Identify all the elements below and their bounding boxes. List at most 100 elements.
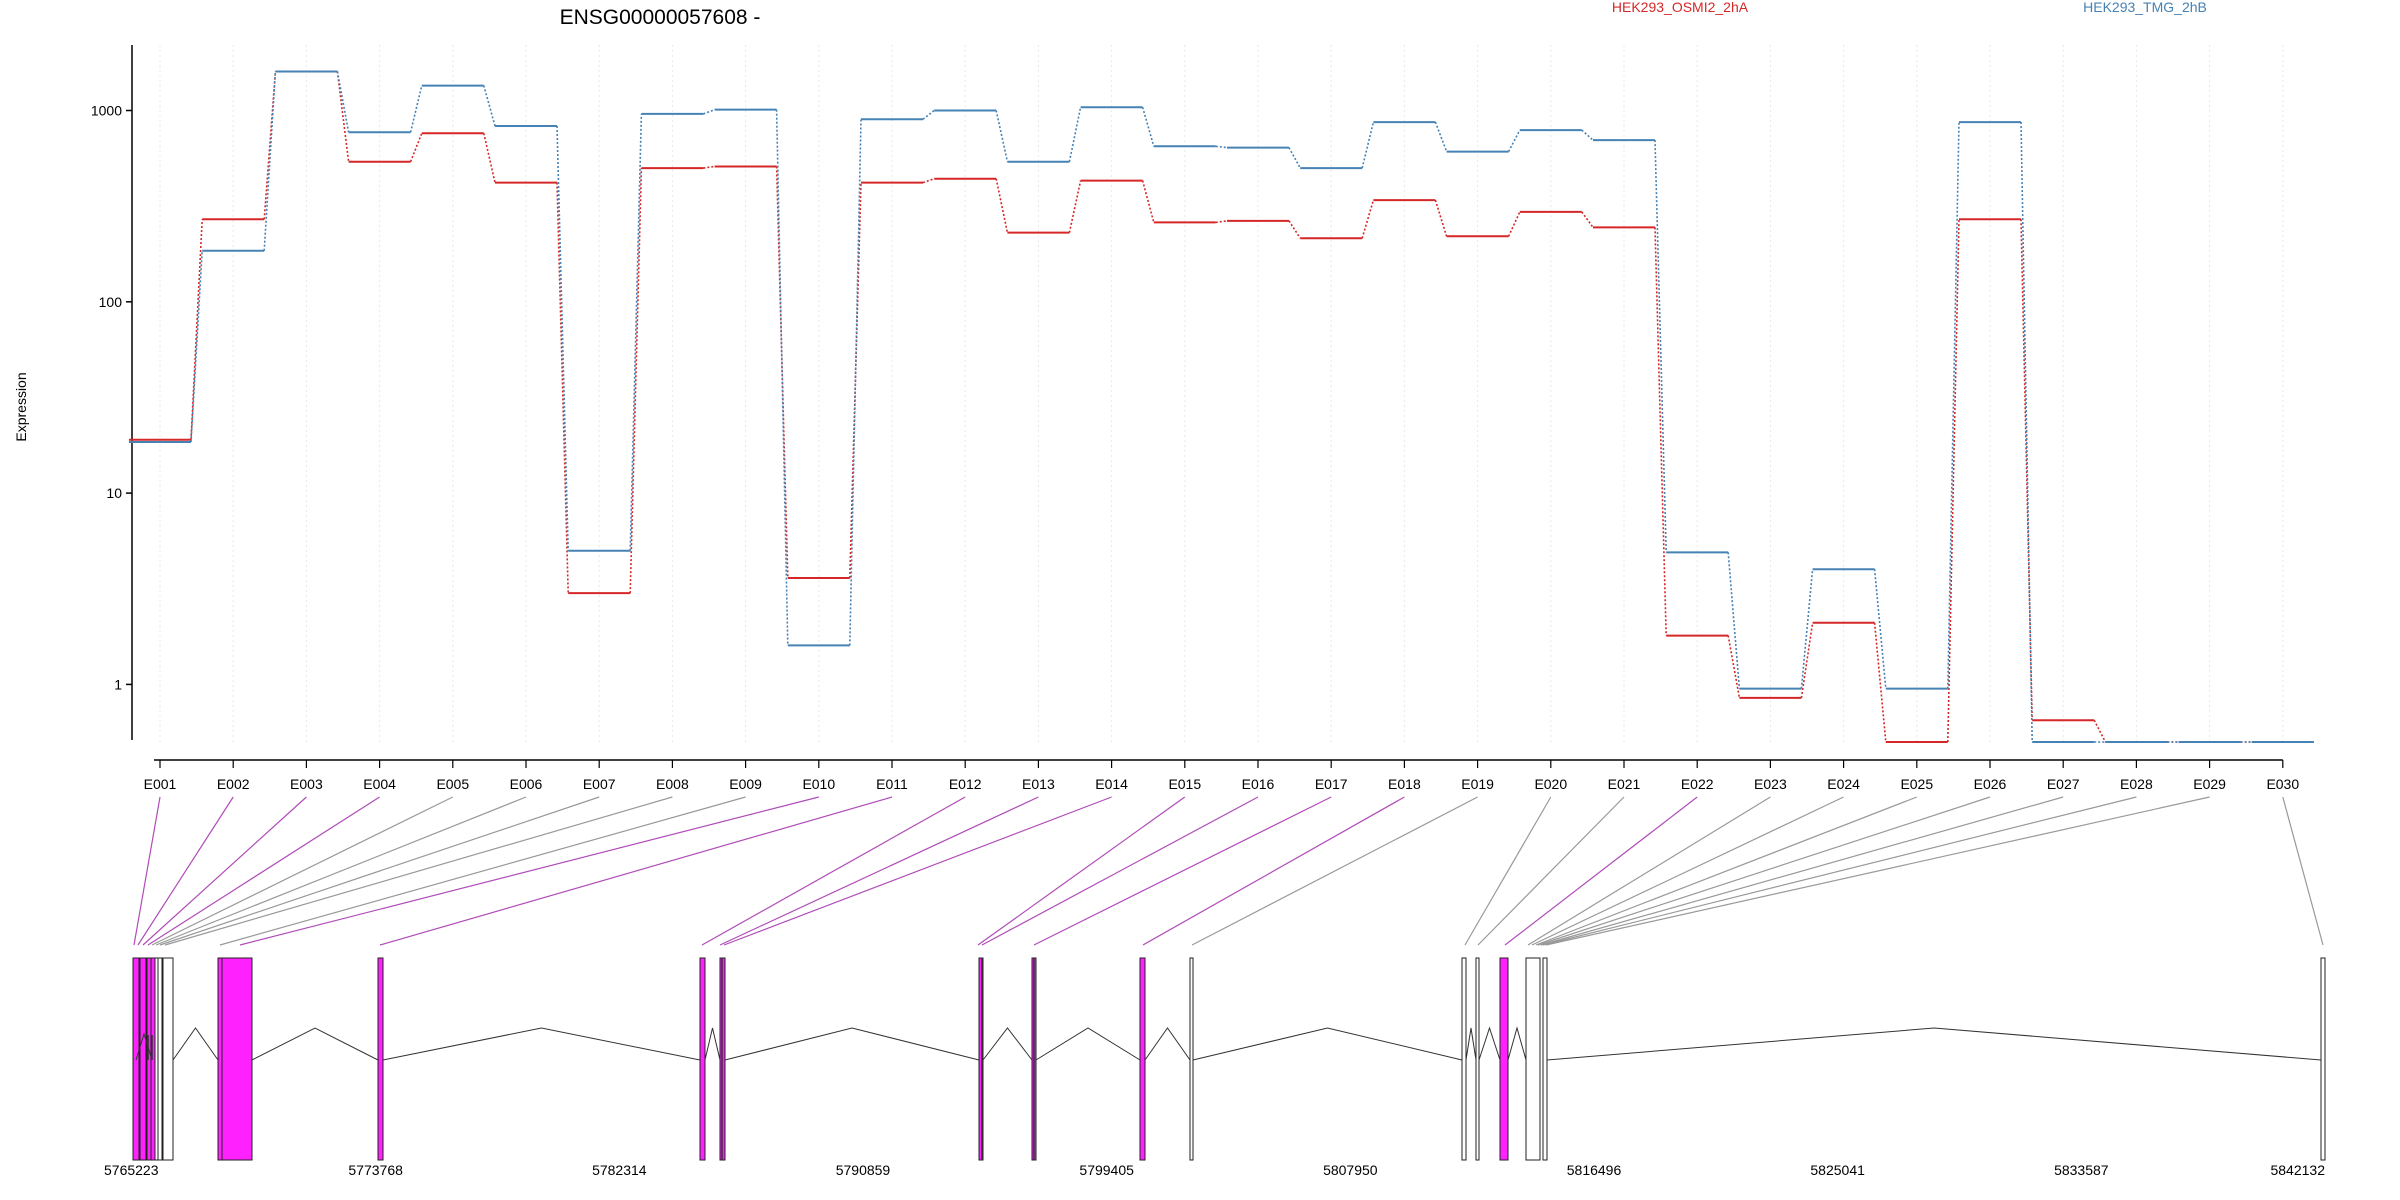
exon-connector — [219, 796, 746, 946]
exon-connector — [2282, 796, 2324, 946]
exon-connector-highlighted — [1033, 796, 1332, 946]
exon-box — [2320, 957, 2326, 1161]
series-2-connector — [1947, 122, 1960, 689]
genome-coordinate-label: 5773768 — [348, 1162, 403, 1178]
exon-connector — [1477, 796, 1625, 946]
x-tick-label: E021 — [1608, 776, 1641, 792]
series-2-connector — [263, 71, 277, 251]
exon-box-highlighted — [221, 957, 253, 1161]
x-tick-label: E018 — [1388, 776, 1421, 792]
series-2-connector — [2020, 122, 2033, 743]
x-tick-label: E011 — [876, 776, 908, 792]
intron-line — [172, 1027, 219, 1061]
x-tick-label: E007 — [583, 776, 616, 792]
series-2-connector — [1654, 140, 1667, 553]
intron-line — [1507, 1026, 1527, 1061]
intron-line — [1478, 1026, 1501, 1061]
series-1-connector — [1068, 180, 1082, 233]
exon-connector-highlighted — [379, 796, 893, 946]
exon-connector-highlighted — [981, 796, 1259, 946]
exon-connector — [1545, 796, 2210, 946]
series-2-connector — [629, 113, 643, 551]
series-1-connector — [263, 71, 277, 220]
exon-connector-highlighted — [723, 796, 1112, 946]
exon-connector — [1540, 796, 2064, 946]
x-tick-label: E015 — [1168, 776, 1201, 792]
intron-line — [1144, 1027, 1191, 1061]
series-1-connector — [629, 168, 643, 594]
genome-coordinate-label: 5765223 — [104, 1162, 159, 1178]
y-tick-label: 10 — [106, 485, 122, 501]
exon-connector — [1537, 796, 1991, 946]
series-1-connector — [1507, 211, 1521, 237]
legend-series-1: HEK293_OSMI2_2hA — [1612, 0, 1749, 15]
series-1-connector — [703, 165, 715, 169]
series-2-connector — [1434, 121, 1448, 152]
series-1-connector — [922, 177, 935, 184]
intron-line — [1465, 1027, 1477, 1061]
x-tick-label: E008 — [656, 776, 689, 792]
genome-coordinate-label: 5833587 — [2054, 1162, 2109, 1178]
exon-connector — [1527, 796, 1771, 946]
exon-box — [162, 957, 174, 1161]
series-1-connector — [1361, 199, 1375, 239]
genome-coordinate-label: 5807950 — [1323, 1162, 1378, 1178]
exon-connectors — [133, 796, 2324, 946]
exon-box — [1475, 957, 1480, 1161]
series-2-connector — [190, 250, 203, 443]
series-2-connector — [556, 125, 569, 551]
series-1-connector — [1288, 220, 1301, 239]
x-tick-label: E001 — [144, 776, 177, 792]
series-2-connector — [409, 85, 423, 133]
series-1-connector — [1873, 622, 1887, 743]
x-tick-label: E023 — [1754, 776, 1787, 792]
x-tick-label: E029 — [2193, 776, 2226, 792]
series-2-connector — [849, 119, 862, 646]
x-tick-label: E019 — [1461, 776, 1494, 792]
exon-connector — [155, 796, 527, 946]
series-2-connector — [703, 108, 715, 115]
intron-line — [724, 1027, 980, 1061]
genome-coordinate-label: 5790859 — [836, 1162, 891, 1178]
series-1-connector — [1727, 635, 1741, 699]
axes: 1 10 100 1000 E001 E002 E003 E004 E005 E006 E007 E0… — [91, 45, 2299, 792]
series-2-connector — [1361, 121, 1375, 169]
exon-connector — [1531, 796, 1844, 946]
series-1-connector — [336, 71, 350, 162]
x-tick-label: E005 — [436, 776, 469, 792]
exon-box-highlighted — [1139, 957, 1146, 1161]
genome-coordinate-label: 5782314 — [592, 1162, 647, 1178]
exon-box — [157, 957, 163, 1161]
exon-connector — [1191, 796, 1478, 946]
series-lines — [129, 70, 2314, 743]
x-tick-label: E025 — [1900, 776, 1933, 792]
series-1-connector — [1141, 180, 1155, 223]
x-tick-label: E004 — [363, 776, 396, 792]
genome-coordinate-label: 5825041 — [1810, 1162, 1865, 1178]
vertical-grid — [159, 45, 2284, 745]
x-tick-label: E022 — [1681, 776, 1714, 792]
series-2-connector — [1581, 129, 1594, 141]
exon-box-highlighted — [377, 957, 384, 1161]
x-tick-label: E003 — [290, 776, 323, 792]
intron-line — [1192, 1027, 1463, 1061]
series-1-connector — [2093, 719, 2107, 743]
series-2-connector — [775, 109, 789, 646]
intron-line — [135, 1032, 153, 1061]
exon-connector-highlighted — [1142, 796, 1405, 946]
y-tick-label: 1000 — [91, 103, 122, 119]
series-2-connector — [1507, 129, 1521, 152]
x-tick-label: E024 — [1827, 776, 1860, 792]
x-tick-label: E013 — [1022, 776, 1055, 792]
series-2-connector — [483, 85, 496, 127]
series-1-connector — [1800, 622, 1814, 699]
exon-connector-highlighted — [147, 796, 380, 946]
exon-connector — [164, 796, 673, 946]
exon-box-highlighted — [139, 957, 147, 1161]
series-1-connector — [1215, 220, 1228, 224]
exon-connector — [159, 796, 600, 946]
x-tick-label: E012 — [949, 776, 982, 792]
series-1-connector — [1947, 219, 1960, 743]
exon-box-highlighted — [978, 957, 984, 1161]
